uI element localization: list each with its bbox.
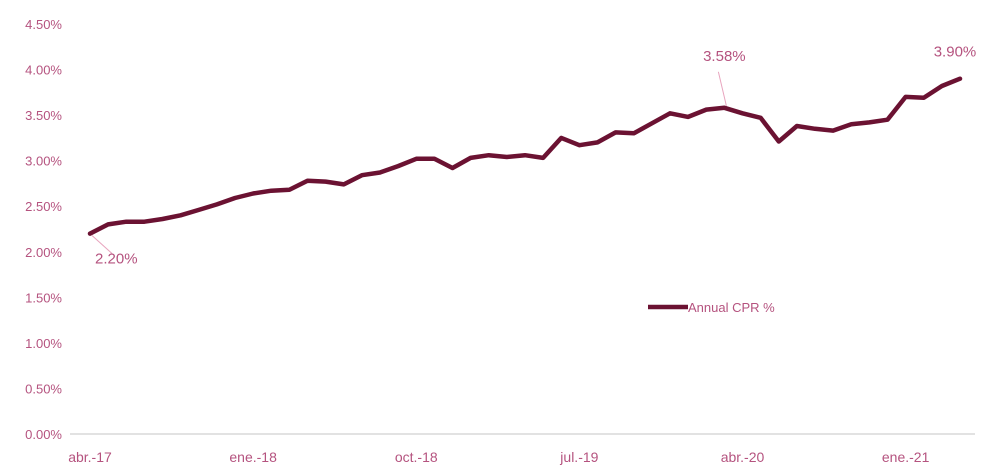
y-tick-label: 2.50% bbox=[25, 199, 62, 214]
x-tick-label: jul.-19 bbox=[559, 449, 598, 465]
y-tick-label: 4.50% bbox=[25, 17, 62, 32]
y-tick-label: 0.50% bbox=[25, 381, 62, 396]
annotation-leader-line bbox=[91, 235, 113, 254]
data-label: 3.58% bbox=[703, 48, 746, 65]
data-label: 3.90% bbox=[934, 44, 977, 61]
series-line-annual-cpr bbox=[87, 76, 963, 236]
x-tick-label: oct.-18 bbox=[395, 449, 438, 465]
annotation-leader-line bbox=[717, 71, 727, 106]
x-tick-label: abr.-20 bbox=[721, 449, 765, 465]
y-tick-label: 3.00% bbox=[25, 154, 62, 169]
x-tick-label: ene.-21 bbox=[882, 449, 930, 465]
x-tick-label: ene.-18 bbox=[229, 449, 277, 465]
y-tick-label: 3.50% bbox=[25, 108, 62, 123]
data-label: 2.20% bbox=[95, 251, 138, 268]
legend-label: Annual CPR % bbox=[688, 300, 775, 315]
y-tick-label: 1.00% bbox=[25, 336, 62, 351]
y-tick-label: 4.00% bbox=[25, 63, 62, 78]
y-tick-label: 1.50% bbox=[25, 290, 62, 305]
y-tick-label: 0.00% bbox=[25, 427, 62, 442]
x-tick-label: abr.-17 bbox=[68, 449, 112, 465]
y-tick-label: 2.00% bbox=[25, 245, 62, 260]
